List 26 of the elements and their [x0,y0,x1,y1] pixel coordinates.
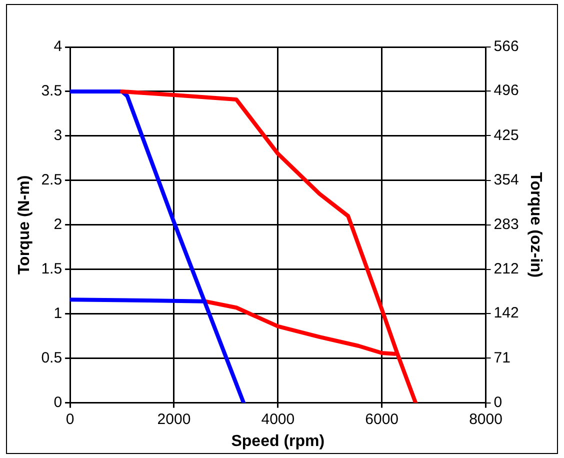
y2-tick-label: 566 [494,38,519,56]
y-tick-label: 4 [54,38,62,56]
y-tick-label: 2 [54,216,62,234]
y-tick-label: 3 [54,127,62,144]
y-axis-title: Torque (N-m) [16,175,34,275]
y-tick-label: 2.5 [41,172,62,189]
y-tick-label: 3.5 [41,82,62,100]
y2-tick-label: 71 [494,349,510,366]
y-tick-label: 1 [54,304,62,322]
y2-axis-title: Torque (oz-in) [526,172,544,278]
y-tick-label: 1.5 [41,260,62,278]
y2-tick-label: 496 [494,82,519,100]
x-tick-label: 0 [66,410,74,428]
y2-tick-label: 0 [494,394,502,411]
x-tick-label: 8000 [469,410,502,428]
y-tick-label: 0.5 [41,349,62,366]
x-tick-label: 6000 [365,410,399,428]
y2-tick-label: 425 [494,126,519,144]
x-axis-title: Speed (rpm) [231,432,325,450]
x-tick-label: 2000 [157,410,191,428]
y2-tick-label: 212 [494,260,519,278]
y2-tick-label: 142 [494,304,519,322]
x-tick-label: 4000 [261,410,295,428]
y-tick-label: 0 [54,394,62,411]
y2-tick-label: 283 [494,216,519,234]
y2-tick-label: 354 [494,171,519,188]
